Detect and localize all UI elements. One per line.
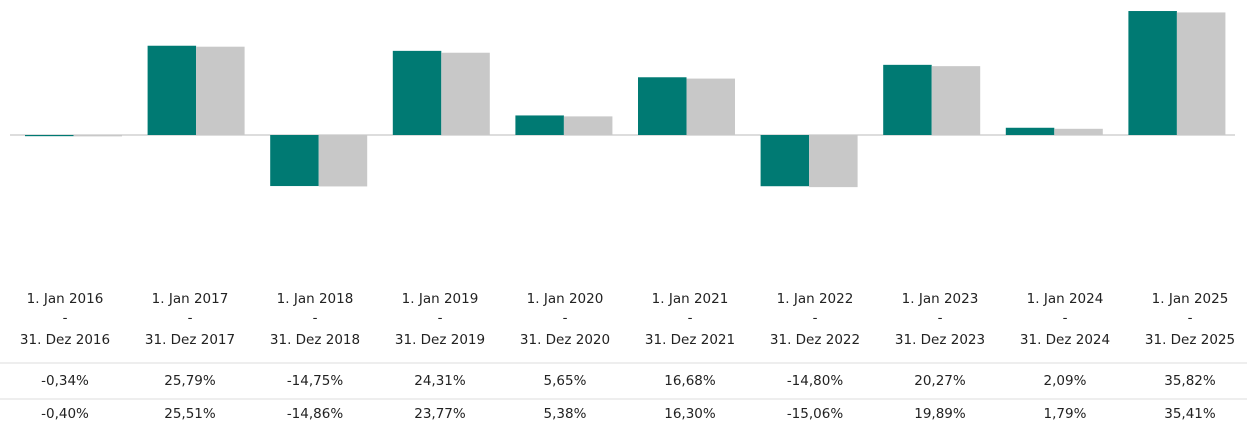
value-label: 2,09% [1044, 373, 1087, 389]
bar [147, 45, 197, 135]
x-tick-label: 31. Dez 2021 [645, 332, 735, 348]
x-tick-label: 31. Dez 2022 [770, 332, 860, 348]
bar [760, 135, 810, 187]
value-label: 23,77% [414, 406, 466, 422]
x-tick-label: 1. Jan 2024 [1027, 291, 1104, 307]
value-label: 35,82% [1164, 373, 1216, 389]
bar [1054, 128, 1103, 135]
x-tick-label: 1. Jan 2025 [1152, 291, 1229, 307]
x-tick-label: 1. Jan 2016 [27, 291, 104, 307]
value-label: 25,79% [164, 373, 216, 389]
value-label: -14,80% [787, 373, 844, 389]
bar [686, 78, 735, 135]
bar [809, 135, 858, 188]
x-tick-label: - [313, 310, 318, 326]
x-tick-label: 31. Dez 2016 [20, 332, 110, 348]
x-tick-label: - [938, 310, 943, 326]
bar [441, 52, 490, 136]
bar [563, 116, 613, 135]
x-tick-label: - [63, 310, 68, 326]
value-label: 35,41% [1164, 406, 1216, 422]
value-label: 1,79% [1044, 406, 1087, 422]
value-label: 5,38% [544, 406, 587, 422]
value-label: -14,75% [287, 373, 344, 389]
bar [1176, 12, 1226, 136]
bar [25, 135, 74, 137]
value-label: -0,34% [41, 373, 89, 389]
x-tick-label: 1. Jan 2017 [152, 291, 229, 307]
x-tick-label: - [1063, 310, 1068, 326]
x-tick-label: 31. Dez 2018 [270, 332, 360, 348]
bar [931, 66, 981, 135]
x-tick-label: 1. Jan 2023 [902, 291, 979, 307]
bar [270, 135, 319, 187]
value-label: -14,86% [287, 406, 344, 422]
value-label: 20,27% [914, 373, 966, 389]
x-tick-label: 31. Dez 2025 [1145, 332, 1235, 348]
bar [73, 135, 122, 137]
value-label: 5,65% [544, 373, 587, 389]
x-tick-label: 31. Dez 2019 [395, 332, 485, 348]
x-tick-label: 1. Jan 2019 [402, 291, 479, 307]
x-tick-label: - [813, 310, 818, 326]
value-label: 16,68% [664, 373, 716, 389]
bar [1128, 11, 1177, 135]
value-label: -0,40% [41, 406, 89, 422]
bar [392, 50, 442, 135]
value-label: 19,89% [914, 406, 966, 422]
bar [638, 77, 687, 135]
value-label: -15,06% [787, 406, 844, 422]
x-tick-label: - [563, 310, 568, 326]
x-tick-label: 1. Jan 2020 [527, 291, 604, 307]
bar [515, 115, 564, 135]
value-label: 25,51% [164, 406, 216, 422]
x-tick-label: 31. Dez 2017 [145, 332, 235, 348]
x-tick-label: - [688, 310, 693, 326]
x-tick-label: 31. Dez 2020 [520, 332, 610, 348]
value-label: 16,30% [664, 406, 716, 422]
x-tick-label: 1. Jan 2022 [777, 291, 854, 307]
x-tick-label: - [1188, 310, 1193, 326]
x-tick-label: - [188, 310, 193, 326]
value-label: 24,31% [414, 373, 466, 389]
bar [318, 135, 368, 187]
x-tick-label: 1. Jan 2018 [277, 291, 354, 307]
x-tick-label: - [438, 310, 443, 326]
x-tick-label: 31. Dez 2023 [895, 332, 985, 348]
bar [1005, 127, 1055, 135]
x-tick-label: 31. Dez 2024 [1020, 332, 1110, 348]
bar [883, 64, 932, 135]
bar [196, 46, 245, 135]
x-tick-label: 1. Jan 2021 [652, 291, 729, 307]
